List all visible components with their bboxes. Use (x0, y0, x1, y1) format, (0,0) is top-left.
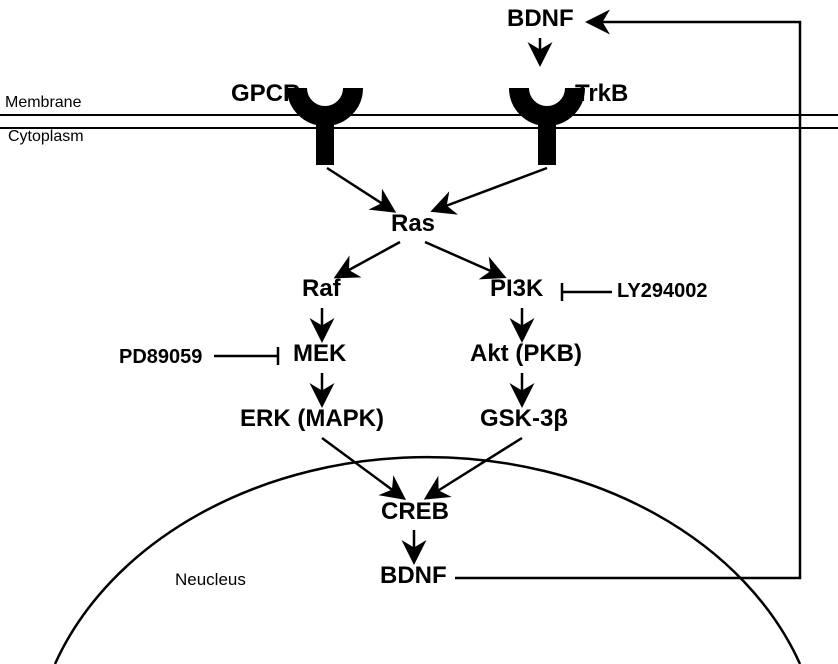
label-cytoplasm: Cytoplasm (8, 128, 84, 146)
node-trkb: TrkB (575, 80, 628, 108)
node-mek: MEK (293, 340, 346, 368)
arrow-gsk3b-creb (428, 438, 522, 497)
arrow-ras-pi3k (425, 242, 502, 276)
gpcr-receptor-icon (297, 88, 353, 165)
arrow-gpcr-ras (327, 168, 392, 210)
arrow-erk-creb (322, 438, 402, 497)
nucleus-arc (55, 457, 800, 664)
node-ras: Ras (391, 210, 435, 238)
node-ly294002: LY294002 (617, 280, 707, 303)
node-erk: ERK (MAPK) (240, 405, 384, 433)
label-nucleus: Neucleus (175, 570, 246, 590)
node-raf: Raf (302, 275, 341, 303)
node-pd89059: PD89059 (119, 346, 202, 369)
node-bdnf-top: BDNF (507, 5, 574, 33)
node-creb: CREB (381, 498, 449, 526)
trkb-receptor-icon (519, 88, 575, 165)
inhibit-pd89059-mek (214, 347, 278, 365)
label-membrane: Membrane (5, 94, 81, 112)
node-akt: Akt (PKB) (470, 340, 582, 368)
node-gsk3b: GSK-3β (480, 405, 568, 433)
node-pi3k: PI3K (490, 275, 543, 303)
inhibit-ly294002-pi3k (562, 283, 612, 301)
arrow-trkb-ras (435, 168, 547, 210)
node-bdnf-bottom: BDNF (380, 562, 447, 590)
arrow-ras-raf (338, 242, 400, 276)
node-gpcr: GPCR (231, 80, 300, 108)
